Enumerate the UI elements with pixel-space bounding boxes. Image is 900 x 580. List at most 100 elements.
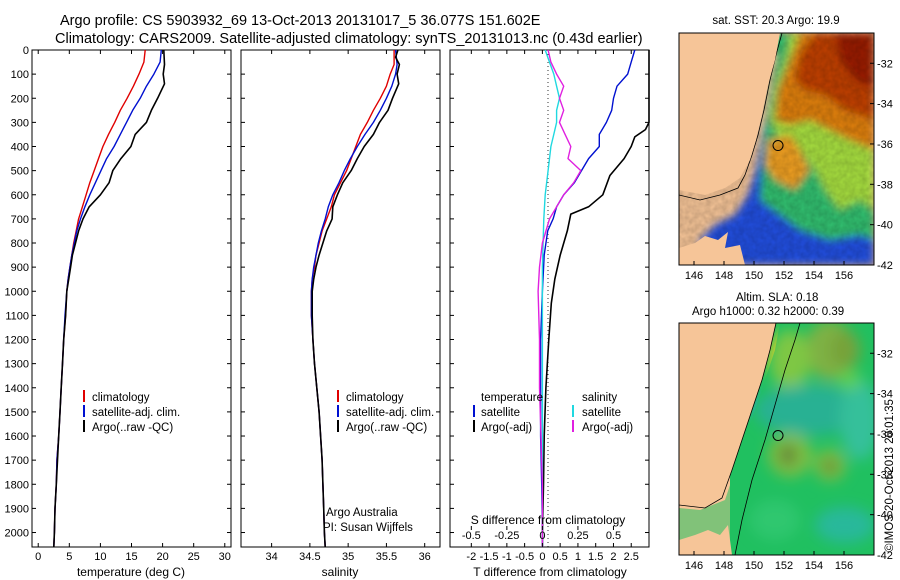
- coastline: [679, 33, 874, 201]
- t-difference-axis: -2 -1.5 -1 -0.5 0 0.5 1 1.5 2 2.5: [466, 50, 639, 563]
- legend-label-argo: Argo(..raw -QC): [92, 422, 173, 434]
- legend-label-t-argo: Argo(-adj): [481, 422, 532, 434]
- longitude-tick-label: 150: [745, 270, 763, 282]
- x-tick-label: -1.5: [480, 551, 499, 563]
- sst-map: sat. SST: 20.3 Argo: 19.9 146 148 150 152 15…: [678, 15, 893, 282]
- x-tick-label: -1: [502, 551, 512, 563]
- series-line-satellite: [539, 49, 636, 547]
- depth-tick-label: 1500: [5, 407, 29, 419]
- depth-tick-label: 900: [11, 262, 29, 274]
- salinity-panel: 34 34.5 35 35.5 36 salinity climatology sate…: [240, 49, 441, 579]
- figure-title-line2: Climatology: CARS2009. Satellite-adjuste…: [55, 31, 643, 47]
- tasmania-land: [679, 525, 732, 555]
- depth-tick-label: 200: [11, 93, 29, 105]
- x-tick-label: 34: [265, 551, 277, 563]
- series-line-argo-raw-qc-: [311, 49, 401, 548]
- depth-tick-label: 1000: [5, 286, 29, 298]
- longitude-tick-label: 154: [805, 560, 823, 572]
- x-tick-label: 0.5: [606, 530, 621, 542]
- temperature-panel: 0100200300400500600700800900100011001200…: [5, 45, 232, 579]
- depth-tick-label: 1700: [5, 455, 29, 467]
- x-tick-label: 35: [342, 551, 354, 563]
- latitude-tick-label: -32: [877, 348, 893, 360]
- salinity-axis-label: salinity: [322, 565, 359, 579]
- legend-title-temperature: temperature: [481, 392, 543, 404]
- latitude-tick-label: -40: [877, 220, 893, 232]
- latitude-tick-label: -40: [877, 510, 893, 522]
- latitude-tick-label: -38: [877, 179, 893, 191]
- latitude-tick-label: -36: [877, 429, 893, 441]
- argo-location-marker: [772, 430, 784, 442]
- depth-tick-label: 0: [23, 45, 29, 57]
- imos-timestamp: ©IMOS 20-Oct-2013 20:01:35: [884, 399, 896, 552]
- sla-map-frame: [678, 322, 875, 556]
- longitude-tick-label: 148: [715, 270, 733, 282]
- x-tick-label: 0: [539, 551, 545, 563]
- x-tick-label: 1.5: [588, 551, 603, 563]
- legend-label-satellite: satellite-adj. clim.: [92, 407, 180, 419]
- x-tick-label: 0.25: [567, 530, 588, 542]
- longitude-tick-label: 152: [775, 560, 793, 572]
- temperature-panel-frame: [31, 49, 232, 548]
- land-mask: [679, 323, 776, 508]
- x-tick-label: 10: [94, 551, 106, 563]
- depth-tick-label: 1600: [5, 431, 29, 443]
- difference-panel: -2 -1.5 -1 -0.5 0 0.5 1 1.5 2 2.5 -0.5 -0.25 0 0.25 0…: [449, 49, 650, 579]
- difference-legend: temperature satellite Argo(-adj) salinit…: [473, 392, 633, 434]
- salinity-depth-ticks: [241, 49, 440, 534]
- latitude-tick-label: -42: [877, 260, 893, 272]
- temperature-axis: 0 5 10 15 20 25 30: [35, 50, 231, 563]
- sst-map-frame: [678, 32, 875, 266]
- sla-longitude-axis: 146 148 150 152 154 156: [685, 551, 853, 572]
- depth-tick-label: 2000: [5, 528, 29, 540]
- legend-label-argo: Argo(..raw -QC): [346, 422, 427, 434]
- legend-label-climatology: climatology: [346, 392, 404, 404]
- legend-label-climatology: climatology: [92, 392, 150, 404]
- sla-map-title-line1: Altim. SLA: 0.18: [736, 292, 818, 304]
- longitude-tick-label: 146: [685, 270, 703, 282]
- x-tick-label: -0.25: [494, 530, 519, 542]
- tasmania-land: [679, 232, 745, 265]
- longitude-tick-label: 150: [745, 560, 763, 572]
- argo-location-marker: [772, 140, 784, 152]
- series-line-argo-adj-: [537, 49, 582, 547]
- x-tick-label: -2: [466, 551, 476, 563]
- x-tick-label: 35.5: [376, 551, 397, 563]
- series-line-satellite: [541, 49, 561, 547]
- x-tick-label: 34.5: [299, 551, 320, 563]
- x-tick-label: 1: [575, 551, 581, 563]
- sst-latitude-axis: -32 -34 -36 -38 -40 -42: [870, 58, 893, 272]
- x-tick-label: 25: [188, 551, 200, 563]
- longitude-tick-label: 148: [715, 560, 733, 572]
- sla-map-title-line2: Argo h1000: 0.32 h2000: 0.39: [692, 306, 844, 318]
- series-line-argo-adj-: [541, 50, 650, 547]
- x-tick-label: 0: [35, 551, 41, 563]
- longitude-tick-label: 154: [805, 270, 823, 282]
- depth-tick-label: 600: [11, 190, 29, 202]
- sla-map: Altim. SLA: 0.18 Argo h1000: 0.32 h2000:…: [678, 292, 893, 572]
- longitude-tick-label: 156: [835, 270, 853, 282]
- depth-tick-label: 1200: [5, 335, 29, 347]
- figure-title-line1: Argo profile: CS 5903932_69 13-Oct-2013 …: [60, 13, 541, 29]
- depth-axis: 0 100 200 300 400 500 600 700 800 900 1000 1100 1200…: [5, 45, 231, 540]
- x-tick-label: 2: [610, 551, 616, 563]
- isobath: [734, 323, 801, 555]
- x-tick-label: 20: [156, 551, 168, 563]
- latitude-tick-label: -34: [877, 99, 893, 111]
- longitude-tick-label: 152: [775, 270, 793, 282]
- series-line-climatology: [53, 49, 146, 548]
- difference-depth-ticks: [450, 49, 649, 534]
- x-tick-label: -0.5: [515, 551, 534, 563]
- temperature-series: [53, 49, 166, 548]
- land-mask: [679, 33, 780, 195]
- x-tick-label: -0.5: [462, 530, 481, 542]
- coastline: [679, 323, 777, 509]
- depth-tick-label: 1900: [5, 503, 29, 515]
- salinity-panel-frame: [240, 49, 441, 548]
- depth-tick-label: 1800: [5, 479, 29, 491]
- legend-label-s-satellite: satellite: [582, 407, 621, 419]
- latitude-tick-label: -42: [877, 550, 893, 562]
- s-difference-axis: -0.5 -0.25 0 0.25 0.5: [462, 526, 621, 542]
- x-tick-label: 0.5: [553, 551, 568, 563]
